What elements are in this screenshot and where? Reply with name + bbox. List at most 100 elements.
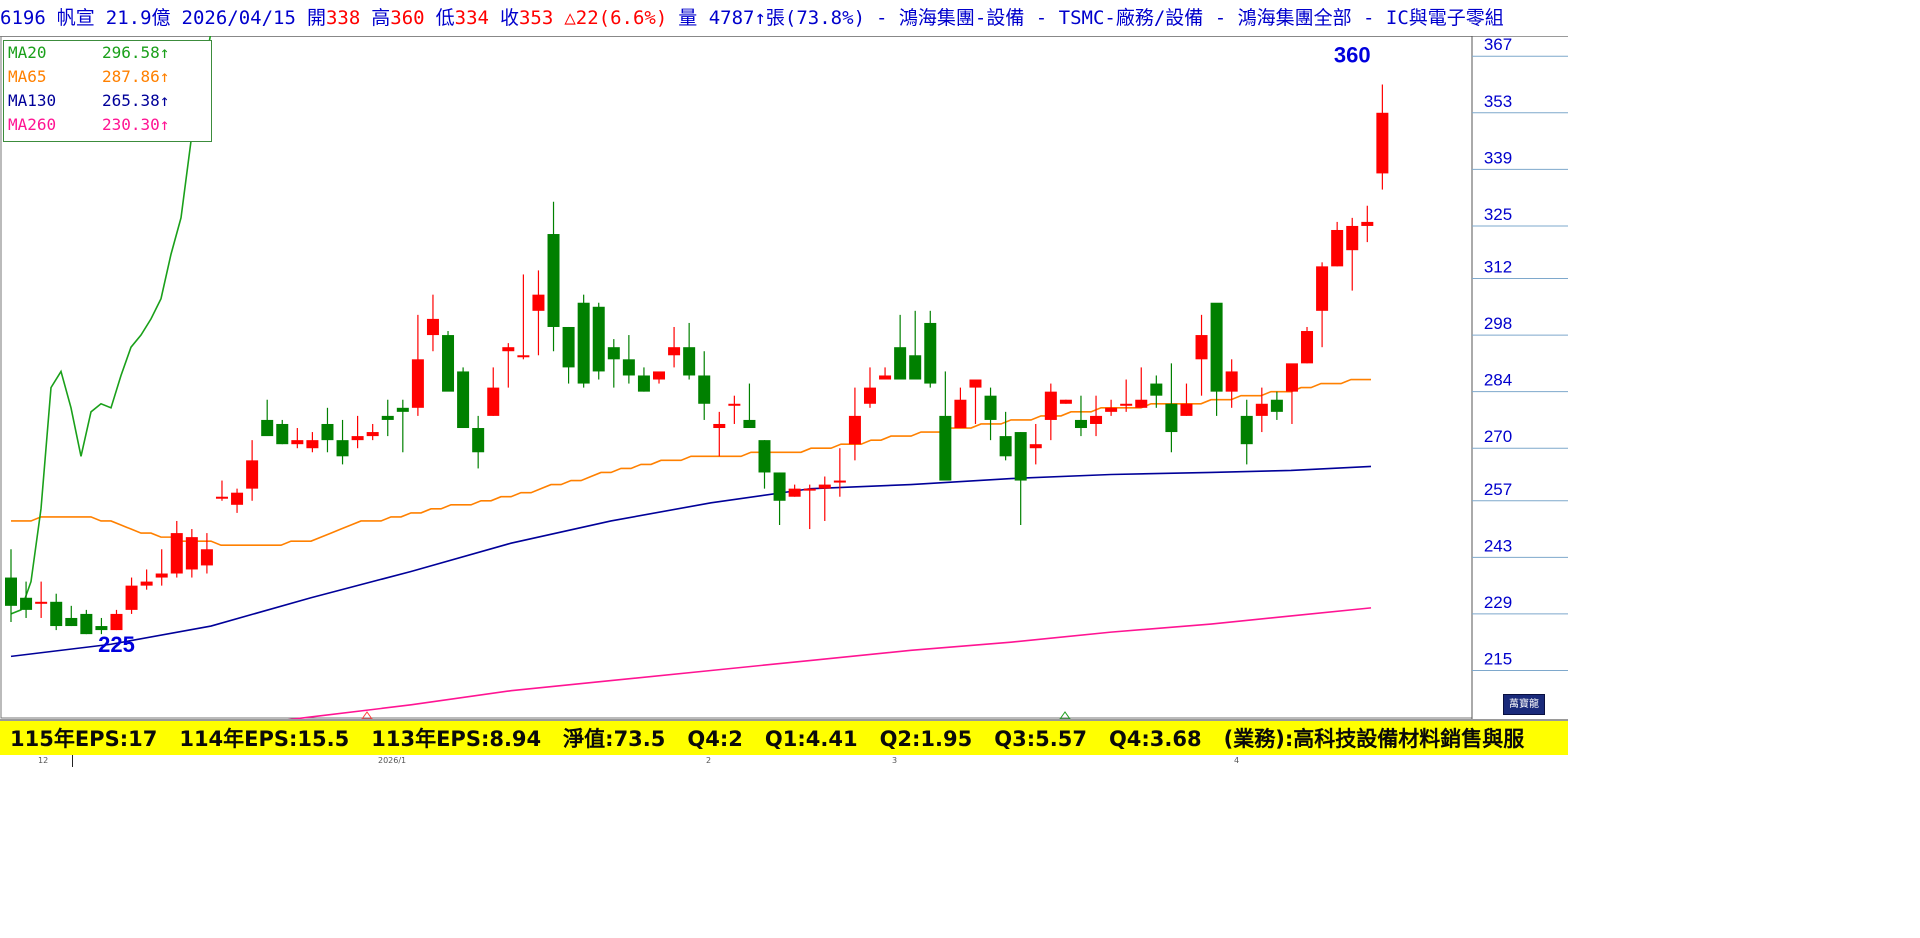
- candle-body: [1361, 221, 1374, 226]
- candle-body: [547, 234, 560, 327]
- candle-body: [65, 617, 78, 627]
- date-label-jan: 2026/1: [378, 756, 407, 765]
- eps-q2: Q2:1.95: [879, 727, 973, 751]
- candle-body: [1059, 399, 1072, 404]
- open-price: 開338: [306, 7, 361, 29]
- quote-date: 2026/04/15: [181, 7, 296, 29]
- high-price: 高360: [371, 7, 425, 29]
- candle-body: [170, 533, 183, 574]
- candle-body: [833, 480, 846, 483]
- date-label-mar: 3: [892, 756, 898, 765]
- candle-body: [1074, 419, 1087, 429]
- candle-body: [562, 326, 575, 368]
- candle-body: [879, 375, 892, 380]
- price-annotation: 360: [1334, 42, 1371, 67]
- net-value: 淨值:73.5: [563, 727, 666, 751]
- quote-header: 6196 帆宣 21.9億 2026/04/15 開338 高360 低334 收353 △22…: [0, 0, 1568, 37]
- date-label-dec: 12: [38, 756, 49, 765]
- candle-body: [155, 573, 168, 578]
- candle-body: [1029, 444, 1042, 449]
- fundamentals-bar: 115年EPS:17 114年EPS:15.5 113年EPS:8.94 淨值:73.…: [0, 719, 1568, 757]
- candle-body: [668, 347, 681, 356]
- legend-ma20: MA20 296.58↑: [8, 43, 170, 62]
- candle-body: [1346, 225, 1359, 251]
- ma260-line: [287, 607, 1372, 719]
- candle-body: [35, 601, 48, 604]
- eps-q4: Q4:3.68: [1108, 727, 1202, 751]
- candle-body: [969, 379, 982, 388]
- candle-body: [577, 302, 590, 384]
- business-description: (業務):高科技設備材料銷售與服: [1223, 727, 1525, 751]
- stock-code: 6196: [0, 7, 46, 29]
- y-tick-label: 257: [1484, 480, 1512, 499]
- y-tick-label: 339: [1484, 148, 1512, 167]
- candle-body: [502, 347, 515, 352]
- y-tick-label: 243: [1484, 536, 1512, 555]
- candle-body: [683, 347, 696, 376]
- close-price: 收353: [499, 7, 554, 29]
- candle-body: [80, 613, 93, 635]
- candle-body: [5, 577, 17, 606]
- candlestick-chart[interactable]: 367 353 339 325 312 298 284 270 257 243 229 215 360 2…: [0, 36, 1568, 719]
- ma20-line: [10, 36, 212, 615]
- candle-body: [1331, 229, 1344, 267]
- volume: 量 4787↑張(73.8%): [678, 7, 866, 29]
- candle-body: [1090, 415, 1103, 424]
- brand-logo: 萬寶龍: [1503, 694, 1545, 715]
- eps-q3: Q3:5.57: [994, 727, 1087, 751]
- candle-body: [894, 347, 907, 380]
- candle-body: [411, 359, 424, 408]
- candle-body: [1376, 112, 1389, 174]
- candle-body: [1195, 335, 1208, 360]
- candle-body: [1316, 266, 1329, 311]
- date-tick: [72, 755, 73, 767]
- date-axis: 12 2026/1 2 3 4: [0, 755, 1568, 767]
- date-label-apr: 4: [1234, 756, 1240, 765]
- eps-q1: Q1:4.41: [764, 727, 858, 751]
- candle-body: [1180, 403, 1193, 416]
- candle-body: [396, 407, 409, 412]
- candle-body: [442, 335, 455, 392]
- candle-body: [246, 460, 259, 489]
- candle-body: [1150, 383, 1163, 396]
- candle-body: [999, 436, 1012, 457]
- candle-body: [336, 440, 349, 457]
- candle-body: [939, 415, 952, 481]
- candle-body: [321, 423, 334, 441]
- candle-body: [20, 597, 33, 610]
- candle-body: [1044, 391, 1057, 420]
- candle-body: [773, 472, 786, 501]
- candle-body: [743, 419, 756, 429]
- marker-triangle: [1059, 711, 1071, 719]
- candle-body: [1165, 403, 1178, 433]
- eps-q4-prev: Q4:2: [687, 727, 743, 751]
- y-tick-label: 325: [1484, 205, 1512, 224]
- y-tick-label: 353: [1484, 92, 1512, 111]
- candle-body: [607, 347, 620, 360]
- eps-115: 115年EPS:17: [10, 727, 158, 751]
- candle-body: [200, 549, 213, 566]
- legend-ma130: MA130 265.38↑: [8, 91, 170, 110]
- candle-body: [351, 436, 364, 441]
- candle-body: [95, 626, 108, 631]
- candle-body: [1014, 432, 1027, 481]
- candle-body: [924, 322, 937, 384]
- candle-body: [125, 585, 138, 610]
- candle-body: [1225, 371, 1238, 392]
- low-price: 低334: [435, 7, 489, 29]
- candle-body: [1255, 403, 1268, 416]
- eps-114: 114年EPS:15.5: [179, 727, 350, 751]
- price-change: △22(6.6%): [564, 7, 668, 29]
- candle-body: [1105, 407, 1118, 412]
- candle-body: [909, 355, 922, 380]
- candle-body: [637, 375, 650, 392]
- candle-body: [728, 403, 741, 406]
- market-cap: 21.9億: [105, 7, 171, 29]
- candle-body: [140, 581, 153, 586]
- candle-body: [713, 423, 726, 429]
- candle-body: [306, 440, 319, 449]
- candle-body: [426, 318, 439, 336]
- marker-triangle: [361, 711, 373, 719]
- y-tick-label: 229: [1484, 593, 1512, 612]
- industry-groups: - 鴻海集團-設備 - TSMC-廠務/設備 - 鴻海集團全部 - IC與電子零…: [876, 7, 1504, 29]
